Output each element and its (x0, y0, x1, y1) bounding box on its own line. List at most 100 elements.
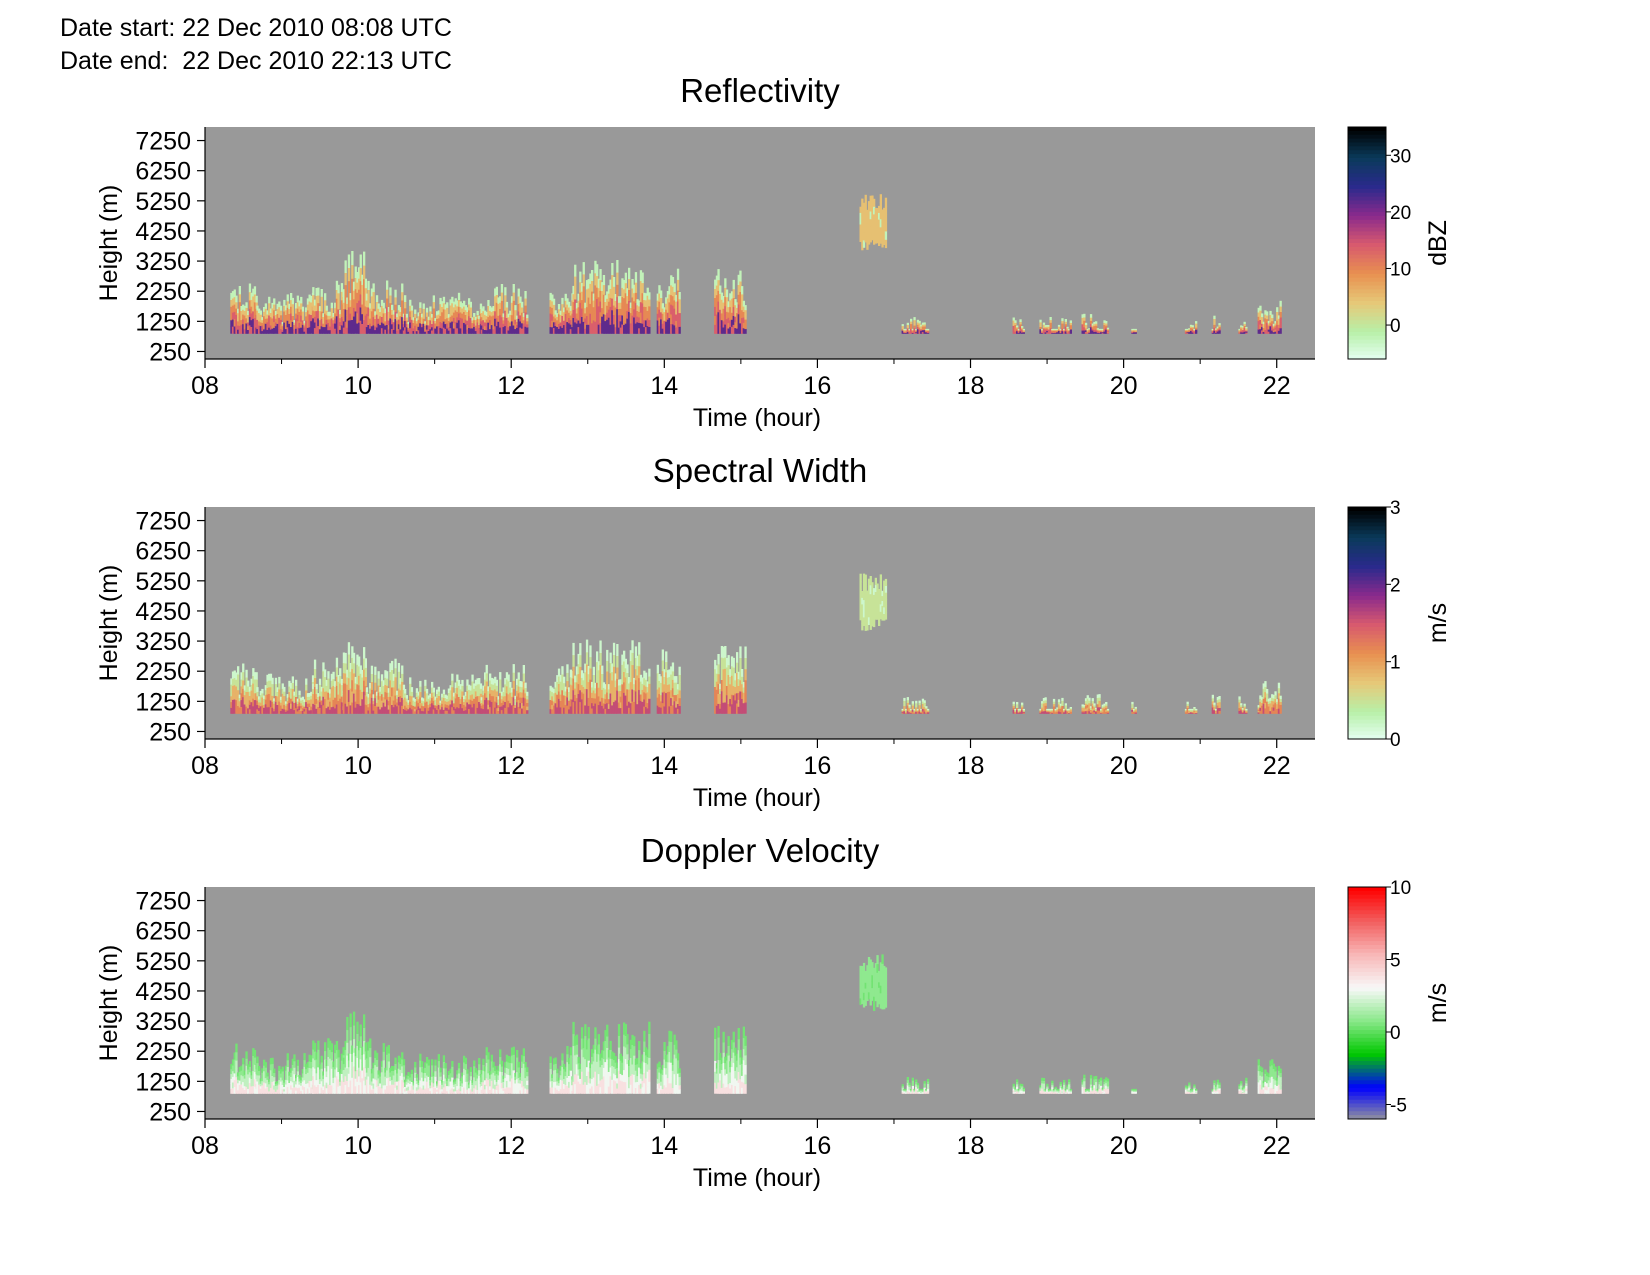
echo-cell (1083, 710, 1086, 713)
echo-cell (727, 703, 730, 714)
echo-cell (431, 326, 434, 331)
echo-cell (1186, 329, 1189, 331)
echo-cell (340, 316, 344, 326)
echo-cell (261, 325, 264, 329)
echo-cell (1266, 318, 1269, 323)
echo-cell (925, 706, 928, 708)
echo-cell (609, 315, 612, 325)
echo-cell (1106, 328, 1110, 330)
echo-cell (582, 706, 585, 714)
echo-cell (457, 292, 461, 300)
echo-cell (273, 705, 276, 709)
echo-cell (1098, 707, 1101, 711)
echo-cell (231, 699, 235, 707)
colorbar-step (1348, 588, 1386, 593)
echo-cell (592, 320, 595, 328)
echo-cell (258, 1088, 261, 1094)
echo-cell (883, 238, 886, 245)
echo-cell (480, 312, 483, 318)
echo-cell (1134, 706, 1137, 709)
echo-cell (442, 709, 446, 714)
echo-cell (901, 712, 904, 714)
echo-cell (441, 301, 444, 307)
echo-cell (1267, 706, 1270, 709)
colorbar-tick-label: 10 (1390, 259, 1411, 280)
echo-cell (1259, 704, 1262, 708)
echo-cell (340, 299, 344, 309)
echo-cell (1188, 711, 1191, 713)
echo-cell (734, 673, 737, 681)
echo-cell (729, 683, 732, 692)
echo-cell (552, 709, 556, 714)
echo-cell (374, 705, 377, 714)
echo-cell (1017, 332, 1020, 334)
echo-cell (247, 697, 250, 703)
echo-cell (521, 322, 524, 329)
echo-cell (392, 700, 395, 708)
echo-cell (305, 678, 308, 685)
echo-cell (883, 220, 886, 227)
echo-cell (335, 657, 339, 668)
echo-cell (384, 684, 387, 693)
echo-cell (358, 694, 361, 705)
echo-cell (594, 260, 597, 274)
echo-cell (276, 328, 279, 334)
echo-cell (921, 710, 925, 714)
echo-cell (274, 1087, 278, 1090)
echo-cell (1044, 700, 1047, 704)
echo-cell (250, 696, 253, 703)
echo-cell (575, 689, 579, 699)
echo-cell (363, 702, 366, 714)
echo-cell (349, 306, 352, 314)
echo-cell (337, 325, 340, 334)
echo-cell (878, 225, 881, 233)
echo-cell (656, 306, 659, 314)
echo-cell (310, 702, 313, 707)
echo-cell (480, 699, 483, 703)
echo-cell (591, 702, 594, 709)
echo-cell (1052, 708, 1056, 712)
echo-cell (564, 691, 567, 696)
echo-cell (349, 663, 352, 672)
echo-cell (1193, 708, 1196, 710)
echo-cell (1091, 698, 1094, 702)
echo-cell (1014, 710, 1017, 712)
echo-cell (1264, 321, 1267, 327)
echo-cell (253, 1078, 257, 1087)
colorbar-step (1348, 161, 1386, 167)
echo-cell (1213, 708, 1216, 711)
echo-cell (417, 695, 420, 700)
echo-cell (1191, 710, 1194, 712)
colorbar-step (1348, 200, 1386, 205)
echo-cell (358, 703, 361, 714)
echo-cell (469, 685, 472, 691)
echo-cell (310, 699, 313, 703)
echo-cell (384, 308, 387, 314)
echo-cell (439, 309, 442, 317)
echo-cell (268, 1079, 271, 1082)
echo-cell (305, 320, 308, 326)
echo-cell (372, 710, 375, 714)
echo-cell (734, 299, 737, 306)
echo-cell (552, 692, 556, 698)
echo-cell (564, 708, 567, 714)
echo-cell (522, 681, 525, 690)
echo-cell (873, 607, 876, 615)
echo-cell (1059, 331, 1062, 334)
echo-cell (365, 709, 369, 714)
echo-cell (276, 700, 279, 705)
echo-cell (454, 298, 457, 305)
echo-cell (306, 304, 310, 311)
echo-cell (871, 202, 874, 211)
echo-cell (1017, 708, 1020, 711)
echo-cell (361, 284, 364, 295)
echo-cell (429, 693, 432, 698)
echo-cell (658, 317, 661, 326)
echo-cell (261, 322, 264, 326)
echo-cell (281, 322, 284, 325)
echo-cell (237, 697, 240, 706)
echo-cell (510, 704, 514, 710)
echo-cell (736, 692, 739, 704)
echo-cell (639, 700, 643, 708)
